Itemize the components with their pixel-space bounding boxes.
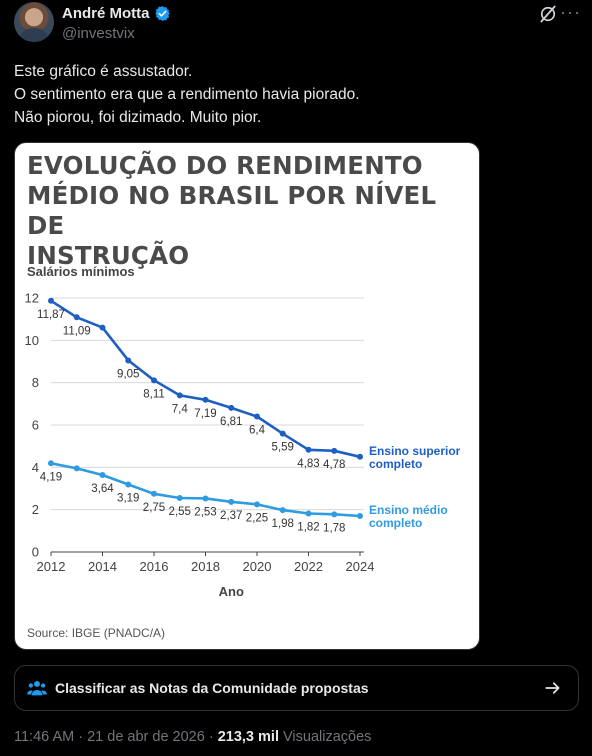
tweet-line: Este gráfico é assustador. <box>14 63 193 80</box>
data-point <box>279 507 286 514</box>
data-point <box>357 453 363 460</box>
y-tick-label: 4 <box>32 460 39 475</box>
grok-icon[interactable] <box>538 4 558 24</box>
data-label: 3,19 <box>117 492 139 504</box>
data-label: 2,37 <box>220 510 242 522</box>
x-tick-label: 2020 <box>243 559 272 574</box>
chart-title-line: MÉDIO NO BRASIL POR NÍVEL DE <box>27 181 437 240</box>
tweet-header: André Motta @investvix ··· <box>14 2 580 46</box>
tweet-text: Este gráfico é assustador. O sentimento … <box>14 60 574 129</box>
data-label: 4,83 <box>297 458 319 470</box>
data-label: 4,19 <box>40 471 62 483</box>
data-label: 7,4 <box>172 403 189 415</box>
data-label: 11,87 <box>37 309 65 321</box>
data-point <box>73 465 80 472</box>
people-icon <box>27 680 47 696</box>
author-handle[interactable]: @investvix <box>62 25 135 42</box>
x-tick-label: 2014 <box>88 559 117 574</box>
data-label: 6,81 <box>220 416 242 428</box>
data-label: 1,78 <box>323 522 345 534</box>
x-tick-label: 2018 <box>191 559 220 574</box>
tweet-line: Não piorou, foi dizimado. Muito pior. <box>14 109 262 126</box>
arrow-right-icon <box>545 682 560 694</box>
x-tick-label: 2024 <box>346 559 375 574</box>
data-point <box>151 490 157 497</box>
community-notes-button[interactable]: Classificar as Notas da Comunidade propo… <box>14 665 579 711</box>
verified-badge-icon <box>154 6 170 21</box>
y-axis-title: Salários mínimos <box>27 264 135 279</box>
data-label: 2,53 <box>194 506 216 518</box>
data-point <box>202 396 209 403</box>
data-point <box>176 495 183 502</box>
series-legend-label: completo <box>369 457 422 471</box>
series-line <box>50 299 361 459</box>
data-point <box>125 481 132 488</box>
data-point <box>48 460 54 467</box>
y-tick-label: 10 <box>25 333 39 348</box>
author-name-row: André Motta <box>62 5 171 22</box>
data-label: 5,59 <box>272 442 294 454</box>
data-point <box>279 430 286 437</box>
data-point <box>73 314 80 321</box>
data-point <box>228 404 235 411</box>
views-label: Visualizações <box>283 729 372 745</box>
data-point <box>202 495 209 502</box>
tweet-time[interactable]: 11:46 AM <box>14 729 75 745</box>
tweet-line: O sentimento era que a rendimento havia … <box>14 86 360 103</box>
tweet-image[interactable]: EVOLUÇÃO DO RENDIMENTO MÉDIO NO BRASIL P… <box>14 142 480 650</box>
y-tick-label: 2 <box>32 502 39 517</box>
data-label: 6,4 <box>249 425 266 437</box>
data-label: 2,25 <box>246 512 268 524</box>
author-avatar[interactable] <box>14 2 54 42</box>
data-point <box>357 513 363 520</box>
data-point <box>125 357 132 364</box>
y-tick-label: 6 <box>32 418 39 433</box>
data-label: 2,75 <box>143 502 165 514</box>
chart-title-line: INSTRUÇÃO <box>27 241 190 270</box>
data-label: 4,78 <box>323 459 345 471</box>
data-label: 2,55 <box>169 506 191 518</box>
data-label: 3,64 <box>91 483 114 495</box>
data-point <box>151 377 157 384</box>
community-notes-label: Classificar as Notas da Comunidade propo… <box>55 680 369 696</box>
x-tick-label: 2016 <box>140 559 169 574</box>
y-tick-label: 8 <box>32 375 39 390</box>
data-point <box>254 501 260 508</box>
line-chart: Salários mínimos 0 2 4 6 8 10 12 2012 2014 2016 201… <box>25 264 461 640</box>
data-point <box>305 446 312 453</box>
x-tick-label: 2012 <box>37 559 66 574</box>
data-point <box>254 413 260 420</box>
author-name[interactable]: André Motta <box>62 5 150 22</box>
chart-source: Source: IBGE (PNADC/A) <box>27 626 165 640</box>
data-label: 1,82 <box>297 521 319 533</box>
data-point <box>305 510 312 517</box>
chart-title-line: EVOLUÇÃO DO RENDIMENTO <box>27 151 423 180</box>
data-label: 1,98 <box>272 518 294 530</box>
tweet-meta: 11:46 AM · 21 de abr de 2026 · 213,3 mil… <box>14 729 371 745</box>
data-point <box>99 324 106 331</box>
data-point <box>331 511 338 518</box>
data-label: 7,19 <box>194 408 216 420</box>
chart-title: EVOLUÇÃO DO RENDIMENTO MÉDIO NO BRASIL P… <box>27 151 467 271</box>
views-count: 213,3 mil <box>217 729 279 745</box>
data-point <box>331 447 338 454</box>
data-point <box>228 498 235 505</box>
tweet-date[interactable]: 21 de abr de 2026 <box>87 729 205 745</box>
data-point <box>48 297 54 304</box>
x-axis-title: Ano <box>219 584 244 599</box>
series-legend-label: Ensino médio <box>369 503 448 517</box>
y-tick-label: 0 <box>32 545 39 560</box>
y-tick-label: 12 <box>25 291 39 306</box>
series-legend-label: Ensino superior <box>369 444 461 458</box>
x-tick-label: 2022 <box>294 559 323 574</box>
data-label: 8,11 <box>143 388 165 400</box>
separator: · <box>208 729 218 745</box>
series-legend-label: completo <box>369 516 422 530</box>
more-options-icon[interactable]: ··· <box>560 2 581 22</box>
data-label: 9,05 <box>117 368 139 380</box>
data-label: 11,09 <box>63 325 91 337</box>
separator: · <box>78 729 88 745</box>
data-point <box>176 392 183 399</box>
data-point <box>99 471 106 478</box>
